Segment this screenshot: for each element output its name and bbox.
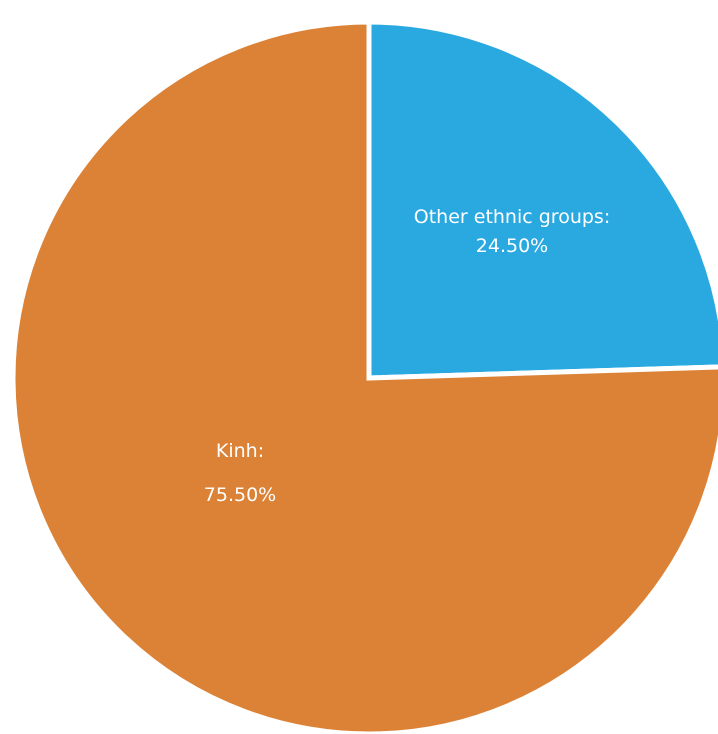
slice-label-other-line2: 24.50% [476, 235, 548, 257]
pie-slice-other-ethnic-groups [366, 19, 718, 381]
pie-slice-kinh [10, 19, 718, 734]
slice-label-other-line1: Other ethnic groups: [414, 206, 610, 228]
slice-label-kinh-line2: 75.50% [204, 484, 276, 506]
slice-label-kinh-line1: Kinh: [216, 440, 264, 462]
